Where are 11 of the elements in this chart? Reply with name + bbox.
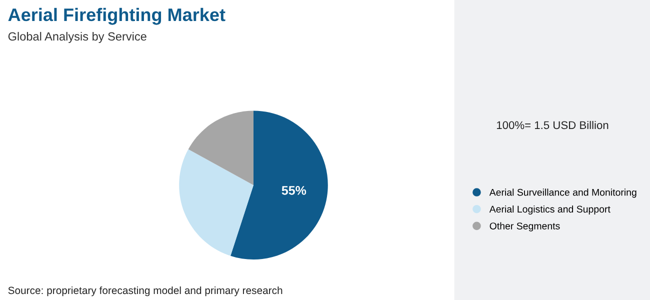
source-note: Source: proprietary forecasting model and primary research [8,286,282,296]
legend-label: Aerial Surveillance and Monitoring [489,188,636,198]
pie-slice [179,149,254,256]
text: Global Analysis by Service [8,32,146,43]
data-label: 55% [282,186,306,195]
pie-slice [230,110,328,260]
legend-label: Aerial Logistics and Support [489,205,610,215]
text: 100%= 1.5 USD Billion [496,120,608,130]
pie-slice [188,110,254,186]
chart-title: Aerial Firefighting Market [8,8,226,25]
legend-label: Other Segments [490,222,560,232]
